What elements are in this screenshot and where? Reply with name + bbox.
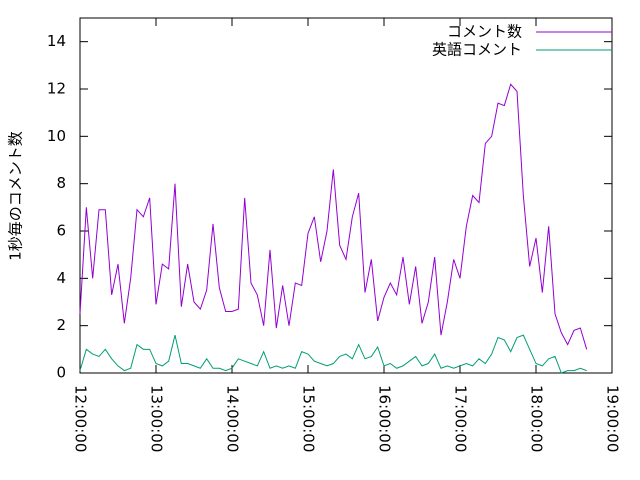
y-tick-label: 10 (47, 127, 66, 145)
plot-frame (79, 17, 613, 374)
series-line (79, 83, 588, 350)
y-tick-label: 4 (56, 269, 66, 287)
x-tick-label: 17:00:00 (452, 385, 470, 452)
x-tick-label: 19:00:00 (604, 385, 622, 452)
x-tick-label: 16:00:00 (376, 385, 394, 452)
x-tick-label: 15:00:00 (300, 385, 318, 452)
y-tick-label: 14 (47, 32, 66, 50)
y-tick-label: 6 (56, 222, 66, 240)
y-axis-label: 1秒毎のコメント数 (7, 131, 25, 261)
y-tick-label: 12 (47, 80, 66, 98)
x-tick-label: 12:00:00 (72, 385, 90, 452)
legend-label: コメント数 (447, 23, 522, 41)
x-tick-label: 13:00:00 (148, 385, 166, 452)
y-tick-label: 0 (56, 364, 66, 382)
legend-label: 英語コメント (432, 41, 522, 59)
y-tick-label: 2 (56, 316, 66, 334)
y-tick-label: 8 (56, 174, 66, 192)
series-line (79, 334, 587, 374)
x-tick-label: 18:00:00 (528, 385, 546, 452)
x-tick-label: 14:00:00 (224, 385, 242, 452)
